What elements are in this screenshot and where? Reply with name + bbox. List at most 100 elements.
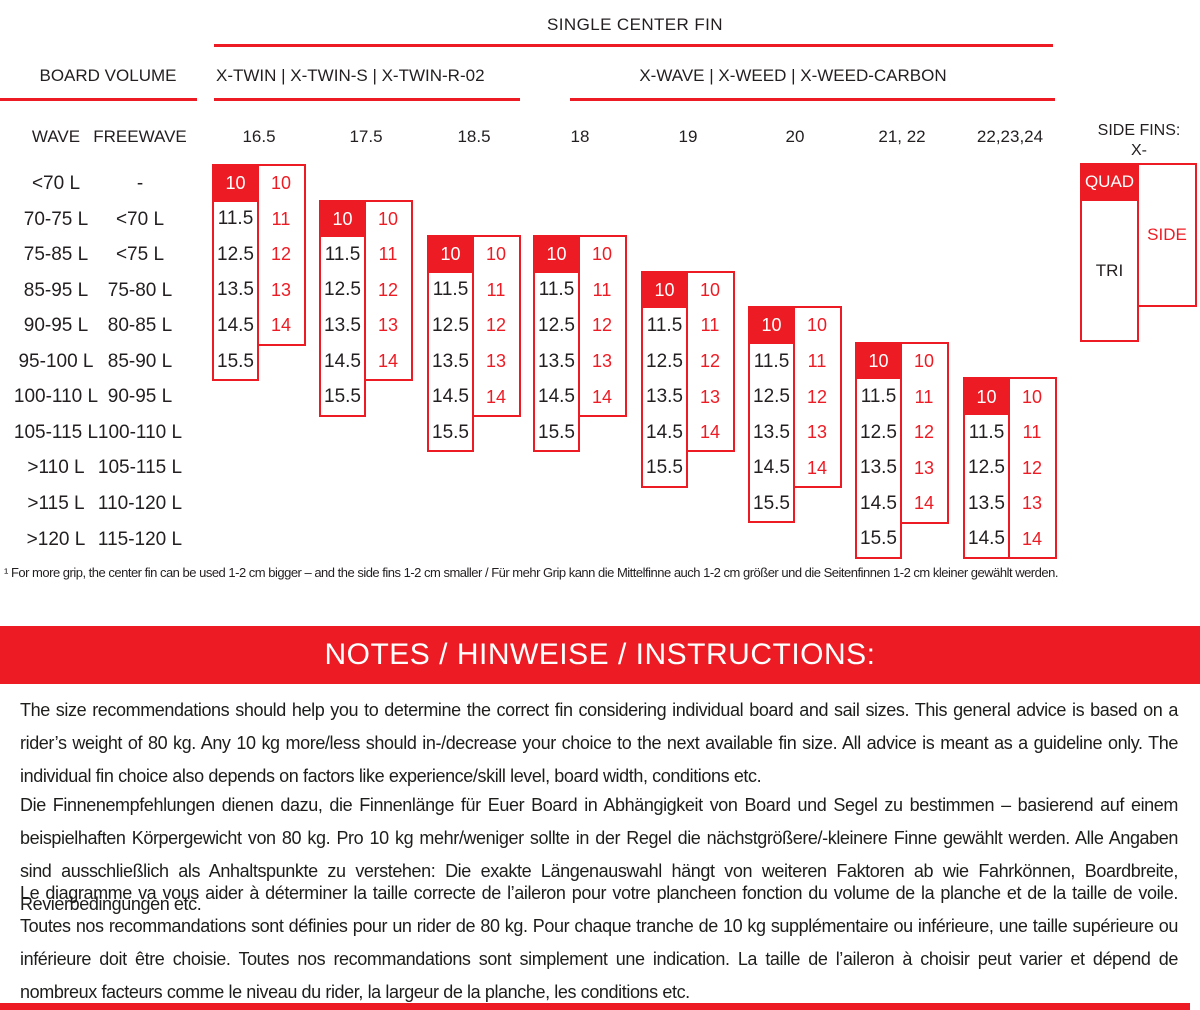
volume-cell-wave: >115 L [27, 492, 85, 514]
center-fin-cell: 15.5 [324, 386, 361, 408]
side-fin-cell: 10 [1021, 386, 1043, 407]
center-fin-cell: 14.5 [538, 386, 575, 408]
center-fin-cell: 11.5 [968, 421, 1005, 443]
center-fin-cell-recommended: 10 [429, 237, 472, 273]
side-fin-cell: 11 [807, 351, 827, 371]
volume-cell-freewave: 75-80 L [107, 279, 173, 301]
fin-size-header: 21, 22 [878, 127, 926, 146]
side-fin-cell: 13 [377, 315, 399, 336]
side-fin-cell: 12 [699, 351, 721, 371]
page-title: SINGLE CENTER FIN [547, 15, 723, 34]
center-fins-box: 10 11.5 12.5 13.5 14.5 15.5 [212, 164, 259, 382]
center-fin-cell: 11.5 [324, 243, 361, 265]
center-fins-box: 10 11.5 12.5 13.5 14.5 15.5 [427, 235, 474, 453]
fin-size-header: 16.5 [242, 127, 276, 146]
volume-cell-wave: 75-85 L [23, 244, 89, 266]
center-fin-cell-recommended: 10 [965, 379, 1008, 415]
side-fin-cell: 14 [270, 315, 292, 336]
side-fin-cell: 11 [700, 315, 720, 336]
fin-size-header: 20 [785, 127, 805, 146]
side-fin-cell: 10 [485, 244, 507, 265]
center-fins-box: 10 11.5 12.5 13.5 14.5 15.5 [855, 341, 902, 560]
volume-cell-wave: 95-100 L [18, 350, 94, 372]
side-fin-cell: 13 [485, 351, 507, 371]
center-fin-cell: 14.5 [753, 457, 790, 479]
fin-size-header: 18.5 [457, 127, 491, 146]
side-fin-cell: 14 [913, 493, 935, 514]
fin-size-header: 22,23,24 [976, 127, 1044, 146]
side-fin-cell: 14 [1021, 528, 1043, 549]
center-fin-cell: 12.5 [646, 350, 683, 372]
side-fin-cell: 10 [806, 315, 828, 336]
volume-cell-wave: 100-110 L [13, 386, 99, 408]
title-underline [214, 44, 1053, 47]
center-fin-cell: 11.5 [646, 314, 683, 336]
side-fin-cell: 14 [591, 386, 613, 407]
side-fins-box: 10 11 12 13 14 [256, 164, 306, 346]
center-fin-cell: 12.5 [217, 243, 254, 265]
center-fin-cell: 14.5 [217, 314, 254, 336]
side-fins-box: 10 11 12 13 14 [363, 199, 413, 382]
side-fin-cell: 13 [699, 386, 721, 407]
side-fin-cell: 11 [914, 386, 934, 407]
center-fin-cell: 15.5 [217, 350, 254, 372]
side-fin-cell: 12 [270, 244, 292, 265]
center-fin-cell: 15.5 [860, 528, 897, 550]
side-fin-cell: 13 [591, 351, 613, 371]
volume-cell-wave: >110 L [27, 457, 85, 479]
fin-group-twin-heading: X-TWIN | X-TWIN-S | X-TWIN-R-02 [216, 66, 485, 85]
volume-cell-wave: >120 L [26, 528, 86, 550]
notes-paragraph-french: Le diagramme va vous aider à déterminer … [20, 883, 1178, 1002]
board-volume-heading: BOARD VOLUME [39, 66, 177, 85]
center-fin-cell: 11.5 [538, 279, 575, 301]
center-fin-cell-recommended: 10 [535, 237, 578, 273]
center-fin-cell: 12.5 [324, 279, 361, 301]
center-fin-cell: 13.5 [860, 457, 897, 479]
center-fin-cell: 13.5 [217, 279, 254, 301]
center-fin-cell: 14.5 [968, 528, 1005, 550]
center-fin-cell-recommended: 10 [643, 272, 686, 309]
volume-cell-freewave: <75 L [115, 244, 165, 266]
fin-size-header: 17.5 [349, 127, 383, 146]
group-wave-underline [570, 98, 1055, 101]
side-fin-cell: 13 [913, 457, 935, 478]
grip-footnote: ¹ For more grip, the center fin can be u… [4, 565, 1058, 580]
volume-cell-wave: 105-115 L [13, 421, 99, 443]
notes-paragraph-german: Die Finnenempfehlungen dienen dazu, die … [20, 795, 1178, 914]
center-fin-cell: 13.5 [968, 492, 1005, 514]
center-fin-cell: 12.5 [538, 314, 575, 336]
legend-side-box: SIDE [1137, 163, 1197, 307]
center-fin-cell: 11.5 [432, 279, 469, 301]
board-volume-underline [0, 98, 197, 101]
center-fin-cell: 14.5 [324, 350, 361, 372]
side-fins-box: 10 11 12 13 14 [685, 270, 735, 453]
side-fin-cell: 12 [591, 315, 613, 336]
center-fin-cell-recommended: 10 [750, 308, 793, 344]
volume-cell-freewave: 110-120 L [97, 492, 183, 514]
center-fin-cell-recommended: 10 [321, 201, 364, 238]
center-fin-cell: 13.5 [753, 421, 790, 443]
volume-cell-freewave: - [136, 173, 144, 194]
center-fins-box: 10 11.5 12.5 13.5 14.5 [963, 377, 1010, 560]
column-header-wave: WAVE [31, 127, 81, 146]
column-header-freewave: FREEWAVE [93, 127, 187, 146]
center-fin-cell-recommended: 10 [214, 166, 257, 202]
fin-size-header: 18 [570, 127, 590, 146]
volume-cell-freewave: 90-95 L [107, 386, 173, 408]
side-fins-box: 10 11 12 13 14 [899, 341, 949, 524]
center-fin-cell: 15.5 [432, 421, 469, 443]
fin-group-wave-heading: X-WAVE | X-WEED | X-WEED-CARBON [639, 66, 947, 85]
side-fin-cell: 10 [591, 244, 613, 265]
side-fins-heading: SIDE FINS: [1097, 122, 1181, 139]
center-fin-cell: 14.5 [432, 386, 469, 408]
center-fin-cell: 11.5 [860, 386, 897, 408]
center-fin-cell: 11.5 [217, 208, 254, 230]
side-fin-cell: 10 [377, 208, 399, 229]
center-fin-cell-recommended: 10 [857, 343, 900, 380]
volume-cell-freewave: 105-115 L [97, 457, 183, 479]
center-fins-box: 10 11.5 12.5 13.5 14.5 15.5 [533, 235, 580, 453]
center-fin-cell: 11.5 [753, 350, 790, 372]
center-fin-cell: 15.5 [753, 492, 790, 514]
notes-banner: NOTES / HINWEISE / INSTRUCTIONS: [0, 626, 1200, 684]
side-fins-box: 10 11 12 13 14 [792, 306, 842, 488]
